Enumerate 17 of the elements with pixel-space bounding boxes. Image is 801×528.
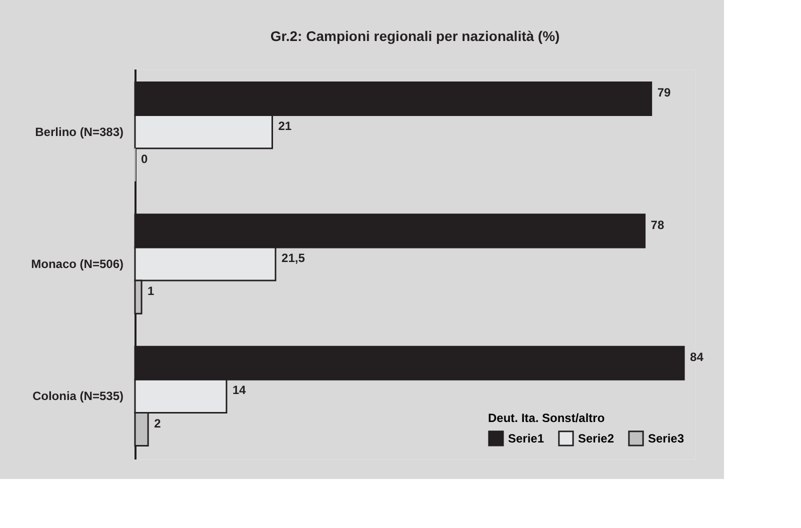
data-label: 14 (232, 383, 246, 398)
y-tick-label: Monaco (N=506) (31, 257, 124, 271)
y-tick-label: Colonia (N=535) (32, 389, 124, 404)
data-label: 1 (148, 284, 155, 298)
legend-label: Serie2 (578, 431, 614, 446)
data-label: 84 (690, 350, 704, 364)
legend-label: Serie3 (648, 431, 684, 446)
data-label: 21,5 (282, 251, 306, 265)
chart-title: Gr.2: Campioni regionali per nazionalità (%) (270, 28, 560, 44)
data-label: 21 (278, 118, 292, 133)
data-label: 2 (154, 416, 162, 430)
legend-label: Serie1 (508, 431, 544, 446)
y-tick-label: Berlino (N=383) (35, 124, 124, 139)
legend-title: Deut. Ita. Sonst/altro (488, 411, 605, 425)
data-label: 79 (657, 86, 672, 100)
data-label: 0 (141, 152, 148, 166)
data-label: 78 (650, 218, 664, 232)
